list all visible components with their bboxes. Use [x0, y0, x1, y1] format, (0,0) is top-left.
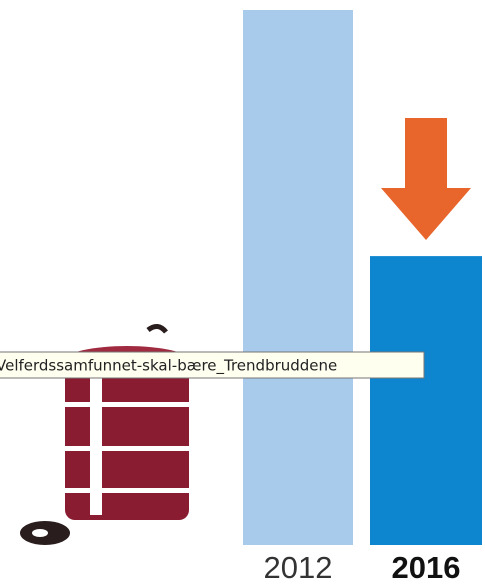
- down-arrow: [381, 118, 471, 240]
- bar: [370, 256, 482, 545]
- tooltip: Velferdssamfunnet-skal-bære_Trendbrudden…: [0, 352, 424, 378]
- x-tick-label: 2012: [264, 550, 333, 585]
- bar: [243, 10, 353, 545]
- x-tick-label: 2016: [392, 550, 461, 585]
- tooltip-text: Velferdssamfunnet-skal-bære_Trendbrudden…: [0, 357, 337, 376]
- chart: Velferdssamfunnet-skal-bære_Trendbrudden…: [0, 0, 485, 587]
